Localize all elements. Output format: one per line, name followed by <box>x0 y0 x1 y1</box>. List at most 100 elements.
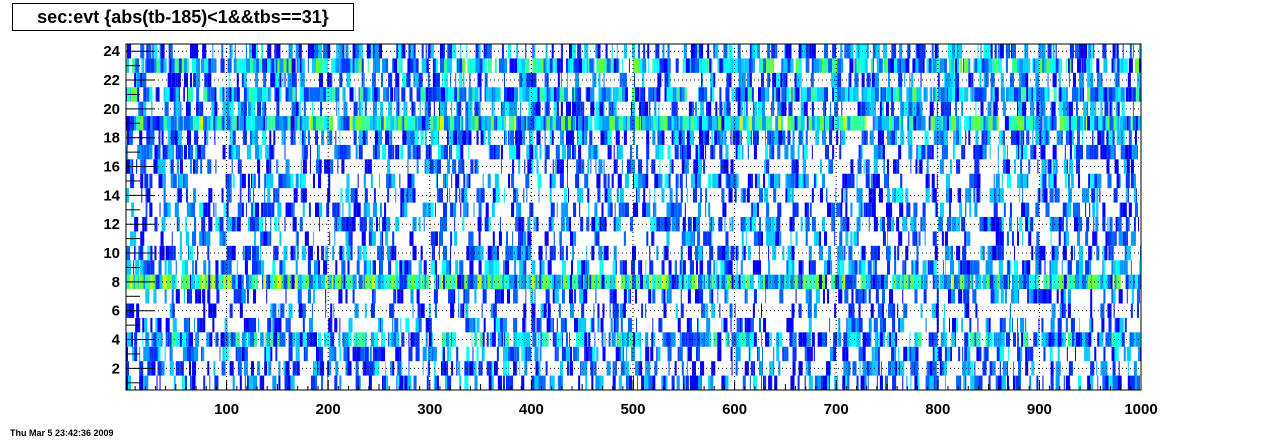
heatmap-cell <box>816 332 818 347</box>
heatmap-cell <box>359 101 361 117</box>
heatmap-cell <box>402 72 407 88</box>
heatmap-cell <box>377 274 382 290</box>
heatmap-cell <box>321 375 324 390</box>
heatmap-cell <box>415 58 419 73</box>
heatmap-cell <box>355 116 359 131</box>
heatmap-cell <box>409 87 413 102</box>
heatmap-cell <box>578 58 583 73</box>
heatmap-cell <box>536 116 541 131</box>
heatmap-cell <box>1073 144 1076 160</box>
heatmap-cell <box>543 116 546 131</box>
heatmap-cell <box>1088 173 1091 189</box>
heatmap-cell <box>752 58 755 73</box>
heatmap-cell <box>615 361 617 376</box>
heatmap-cell <box>1085 188 1090 203</box>
heatmap-cell <box>433 375 435 390</box>
heatmap-cell <box>566 144 572 160</box>
heatmap-cell <box>958 346 961 362</box>
heatmap-cell <box>798 303 802 318</box>
heatmap-cell <box>140 173 144 189</box>
heatmap-cell <box>582 58 586 73</box>
heatmap-cell <box>1134 375 1137 390</box>
heatmap-cell <box>707 44 710 59</box>
heatmap-cell <box>427 72 430 88</box>
heatmap-cell <box>276 159 278 174</box>
heatmap-cell <box>754 173 757 189</box>
heatmap-cell <box>965 375 967 390</box>
heatmap-cell <box>718 116 722 131</box>
heatmap-cell <box>643 274 647 290</box>
heatmap-cell <box>1078 217 1083 232</box>
heatmap-cell <box>527 346 532 362</box>
heatmap-cell <box>502 317 507 333</box>
heatmap-cell <box>496 289 501 304</box>
heatmap-cell <box>635 116 640 131</box>
heatmap-cell <box>554 159 557 174</box>
heatmap-cell <box>357 332 362 347</box>
heatmap-cell <box>417 303 421 318</box>
heatmap-cell <box>386 87 390 102</box>
heatmap-cell <box>518 217 522 232</box>
heatmap-cell <box>446 260 450 275</box>
heatmap-cell <box>287 116 291 131</box>
heatmap-cell <box>967 231 971 246</box>
heatmap-cell <box>1092 231 1097 246</box>
heatmap-cell <box>629 116 631 131</box>
heatmap-cell <box>1096 231 1098 246</box>
heatmap-cell <box>816 58 819 73</box>
heatmap-cell <box>998 260 1003 275</box>
heatmap-cell <box>1135 188 1137 203</box>
heatmap-cell <box>395 72 400 88</box>
heatmap-cell <box>1042 87 1045 102</box>
heatmap-cell <box>402 202 405 217</box>
heatmap-cell <box>758 217 762 232</box>
heatmap-cell <box>454 116 458 131</box>
heatmap-cell <box>524 274 527 290</box>
heatmap-cell <box>785 87 787 102</box>
heatmap-cell <box>729 116 731 131</box>
heatmap-cell <box>372 144 375 160</box>
heatmap-cell <box>1130 375 1135 390</box>
heatmap-cell <box>219 231 223 246</box>
heatmap-cell <box>245 274 249 290</box>
heatmap-cell <box>918 231 921 246</box>
heatmap-cell <box>870 87 875 102</box>
heatmap-cell <box>1022 260 1025 275</box>
heatmap-cell <box>877 130 882 145</box>
heatmap-cell <box>1115 101 1117 117</box>
heatmap-cell <box>1009 202 1012 217</box>
heatmap-cell <box>463 87 467 102</box>
heatmap-cell <box>963 375 966 390</box>
heatmap-cell <box>679 260 682 275</box>
heatmap-cell <box>144 173 149 189</box>
heatmap-cell <box>472 346 474 362</box>
heatmap-cell <box>973 87 975 102</box>
heatmap-cell <box>361 231 366 246</box>
heatmap-cell <box>177 144 182 160</box>
heatmap-cell <box>748 116 752 131</box>
heatmap-cell <box>1119 116 1123 131</box>
heatmap-cell <box>1028 231 1032 246</box>
heatmap-cell <box>1119 173 1121 189</box>
heatmap-cell <box>887 159 890 174</box>
heatmap-cell <box>565 58 568 73</box>
heatmap-cell <box>374 58 376 73</box>
heatmap-cell <box>796 202 799 217</box>
heatmap-cell <box>565 346 570 362</box>
heatmap-cell <box>596 346 598 362</box>
heatmap-cell <box>332 245 335 261</box>
heatmap-cell <box>1119 58 1121 73</box>
heatmap-cell <box>798 332 803 347</box>
heatmap-cell <box>522 317 526 333</box>
heatmap-cell <box>267 317 272 333</box>
heatmap-cell <box>397 289 401 304</box>
heatmap-cell <box>513 289 518 304</box>
heatmap-cell <box>299 130 301 145</box>
heatmap-cell <box>295 72 297 88</box>
heatmap-cell <box>1050 361 1054 376</box>
heatmap-cell <box>347 346 350 362</box>
heatmap-cell <box>1002 274 1004 290</box>
heatmap-cell <box>934 245 938 261</box>
heatmap-cell <box>410 58 414 73</box>
heatmap-cell <box>476 346 479 362</box>
